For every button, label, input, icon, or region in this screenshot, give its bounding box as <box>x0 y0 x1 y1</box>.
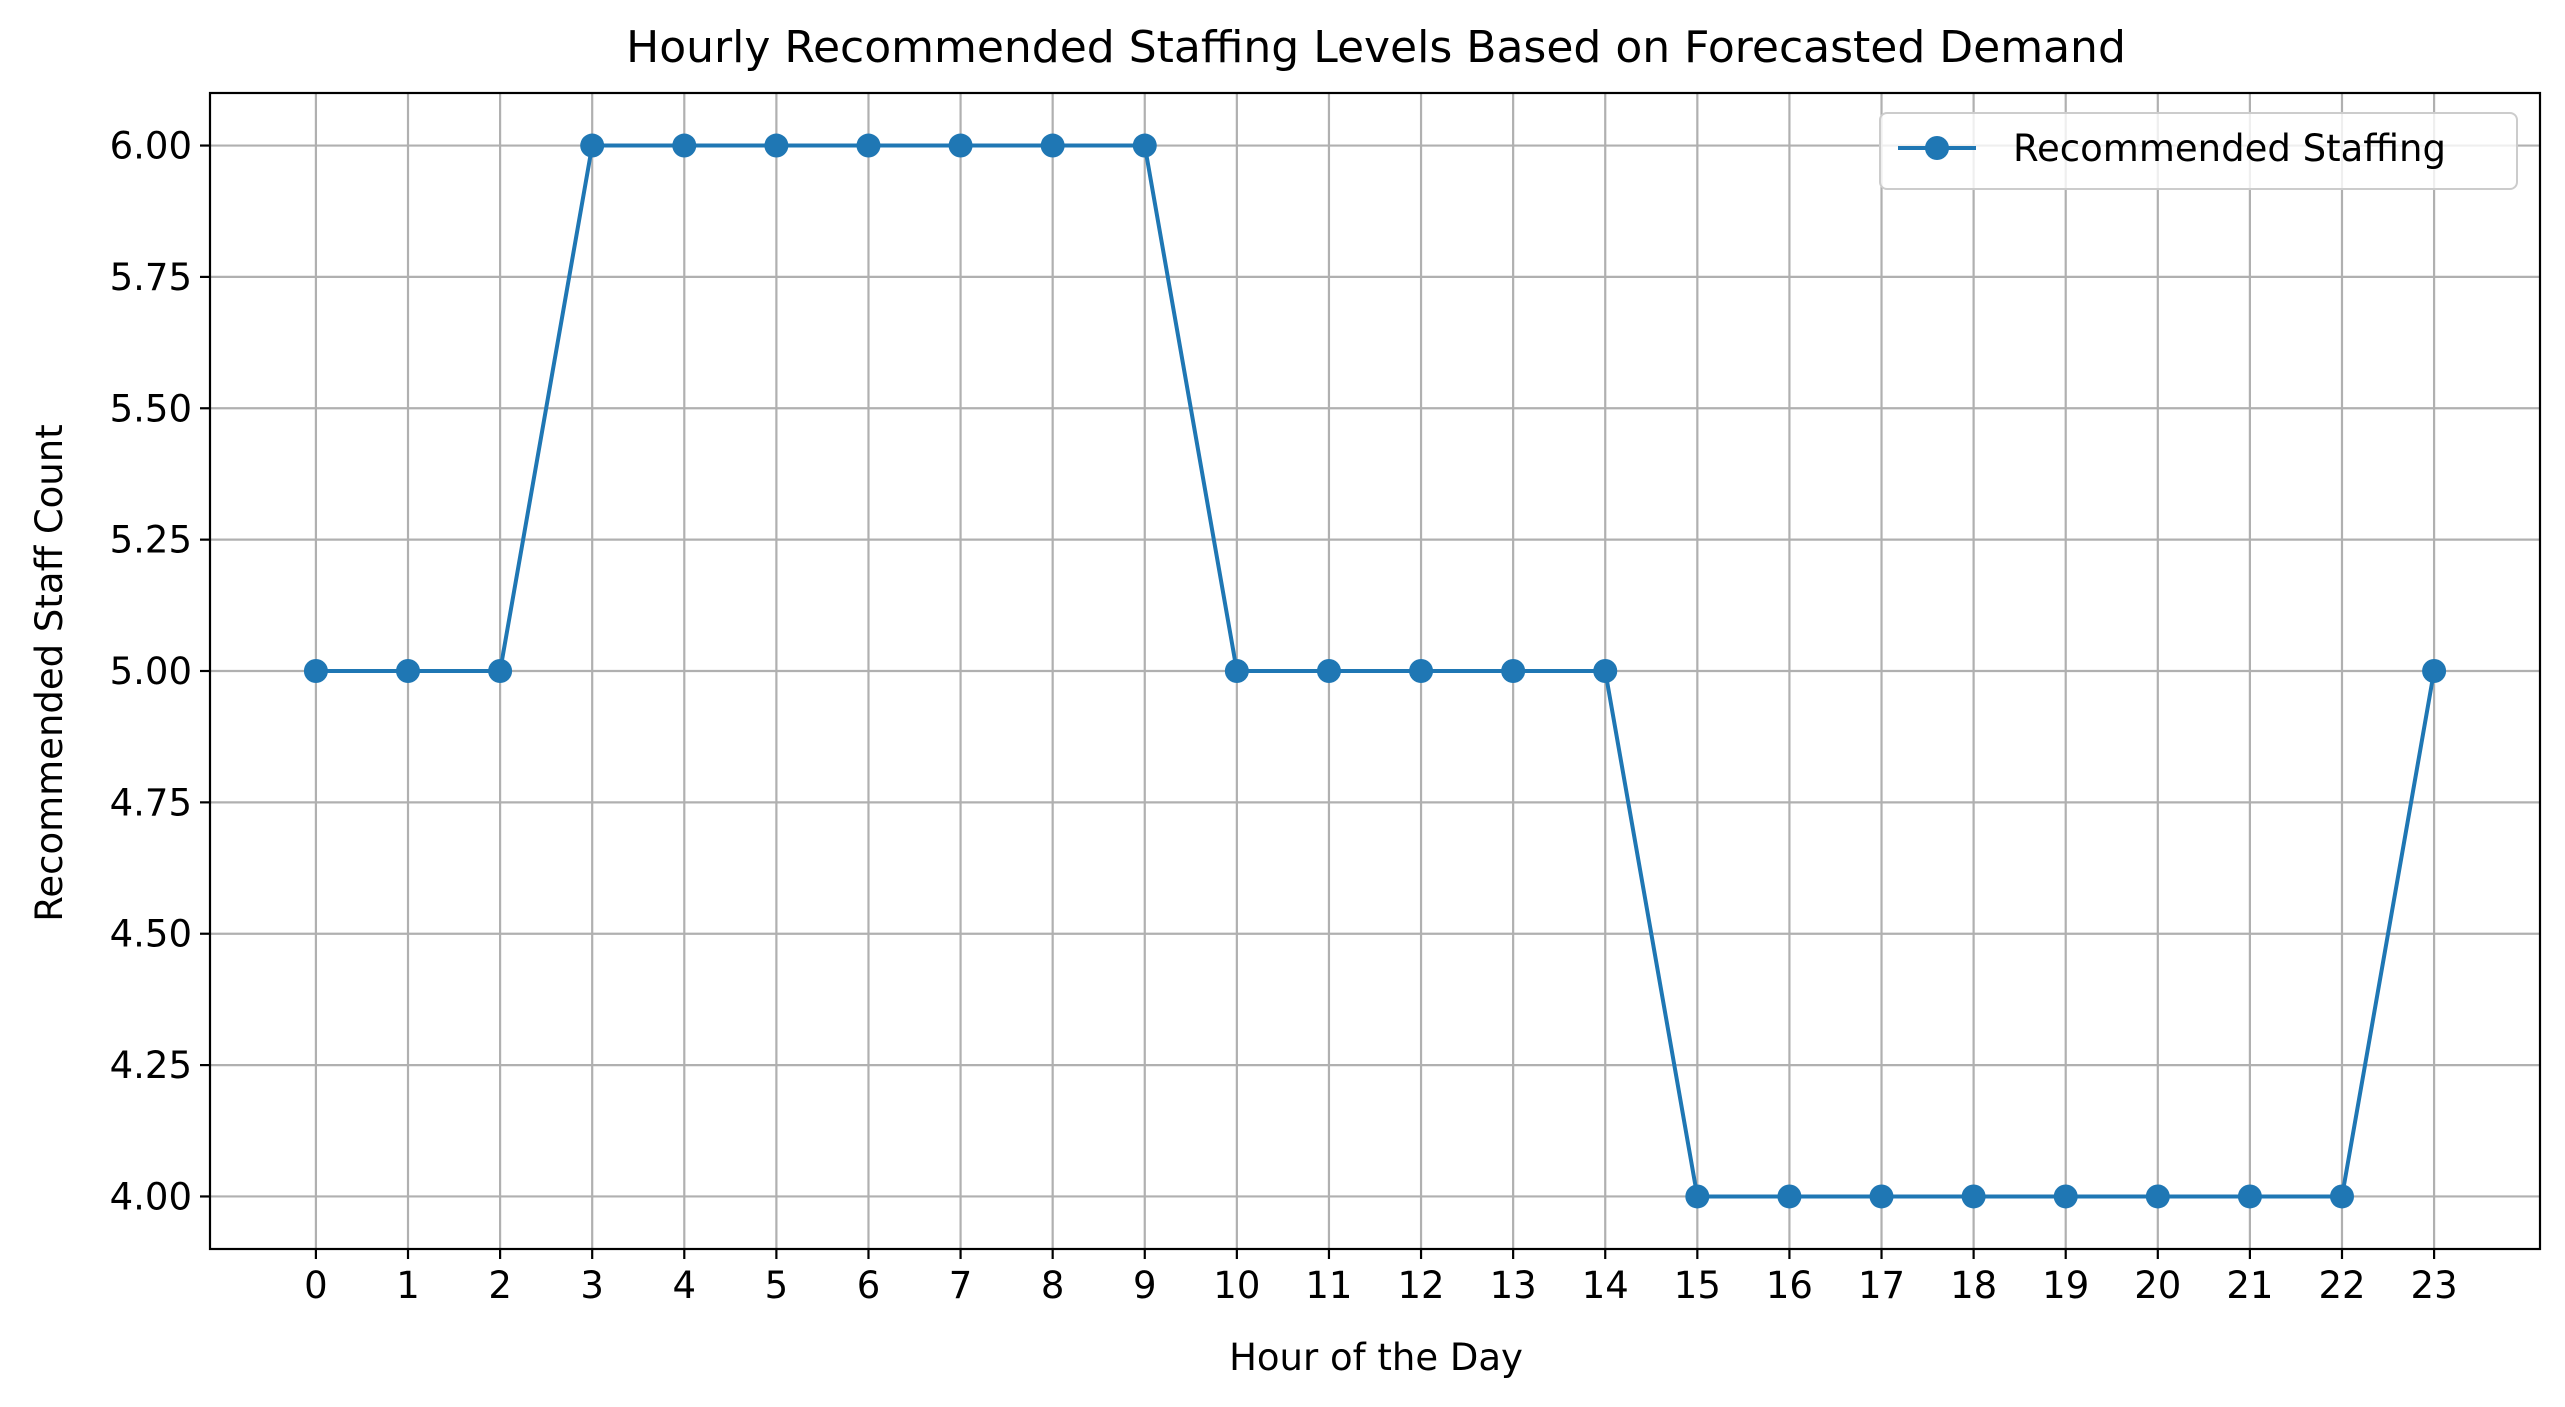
data-point <box>488 659 513 683</box>
y-tick-label: 5.25 <box>110 519 192 562</box>
x-tick-label: 13 <box>1490 1264 1537 1307</box>
x-tick-label: 18 <box>1950 1264 1997 1307</box>
data-point <box>580 133 605 158</box>
data-point <box>1132 133 1157 158</box>
data-point <box>1685 1184 1710 1209</box>
legend-label: Recommended Staffing <box>2013 127 2446 170</box>
data-point <box>856 133 881 158</box>
data-point <box>1224 659 1249 683</box>
chart-title: Hourly Recommended Staffing Levels Based… <box>626 22 2126 73</box>
x-tick-label: 12 <box>1398 1264 1445 1307</box>
data-point <box>1040 133 1065 158</box>
data-point <box>303 659 328 683</box>
x-tick-label: 17 <box>1858 1264 1905 1307</box>
data-point <box>2329 1184 2354 1209</box>
x-tick-label: 20 <box>2134 1264 2181 1307</box>
x-tick-label: 4 <box>673 1264 697 1307</box>
y-tick-label: 4.75 <box>110 781 192 824</box>
y-tick-label: 4.25 <box>110 1044 192 1087</box>
data-point <box>1961 1184 1986 1209</box>
x-tick-label: 9 <box>1133 1264 1157 1307</box>
x-tick-label: 21 <box>2226 1264 2273 1307</box>
y-tick-label: 6.00 <box>110 125 192 168</box>
data-point <box>1409 659 1434 683</box>
data-point <box>948 133 973 158</box>
x-tick-label: 0 <box>304 1264 328 1307</box>
series-line <box>315 143 2437 1199</box>
x-tick-label: 16 <box>1766 1264 1813 1307</box>
y-tick-label: 5.75 <box>110 256 192 299</box>
legend-marker-swatch <box>1925 136 1949 160</box>
x-tick-label: 2 <box>488 1264 512 1307</box>
x-tick-label: 1 <box>396 1264 420 1307</box>
y-tick-label: 5.50 <box>110 387 192 430</box>
x-tick-label: 15 <box>1674 1264 1721 1307</box>
x-tick-label: 14 <box>1582 1264 1629 1307</box>
data-point <box>2237 1184 2262 1209</box>
y-tick-label: 5.00 <box>110 650 192 693</box>
data-point <box>396 659 421 683</box>
x-tick-label: 8 <box>1041 1264 1065 1307</box>
data-point <box>764 133 789 158</box>
y-axis-label: Recommended Staff Count <box>28 424 71 921</box>
axis-ticks: 0 1 2 3 4 5 6 7 8 9 10 11 12 13 14 15 16 17 18 19 20 21 22 234.… <box>110 125 2458 1307</box>
data-point <box>2053 1184 2078 1209</box>
y-tick-label: 4.50 <box>110 913 192 956</box>
legend-frame <box>1879 112 2518 190</box>
data-point <box>672 133 697 158</box>
x-tick-label: 6 <box>857 1264 881 1307</box>
data-point <box>2422 659 2447 683</box>
x-tick-label: 19 <box>2042 1264 2089 1307</box>
data-point <box>1777 1184 1802 1209</box>
x-tick-label: 3 <box>580 1264 604 1307</box>
data-point <box>1316 659 1341 683</box>
series-layer <box>303 133 2447 1209</box>
data-point <box>1869 1184 1894 1209</box>
x-tick-label: 11 <box>1305 1264 1352 1307</box>
y-tick-label: 4.00 <box>110 1175 192 1218</box>
data-point <box>1593 659 1618 683</box>
legend: Recommended Staffing <box>1879 112 2518 190</box>
x-axis-label: Hour of the Day <box>1229 1336 1523 1379</box>
x-tick-label: 10 <box>1213 1264 1260 1307</box>
data-point <box>2145 1184 2170 1209</box>
x-tick-label: 5 <box>765 1264 789 1307</box>
x-tick-label: 23 <box>2411 1264 2458 1307</box>
data-point <box>1501 659 1526 683</box>
x-tick-label: 7 <box>949 1264 973 1307</box>
x-tick-label: 22 <box>2318 1264 2365 1307</box>
